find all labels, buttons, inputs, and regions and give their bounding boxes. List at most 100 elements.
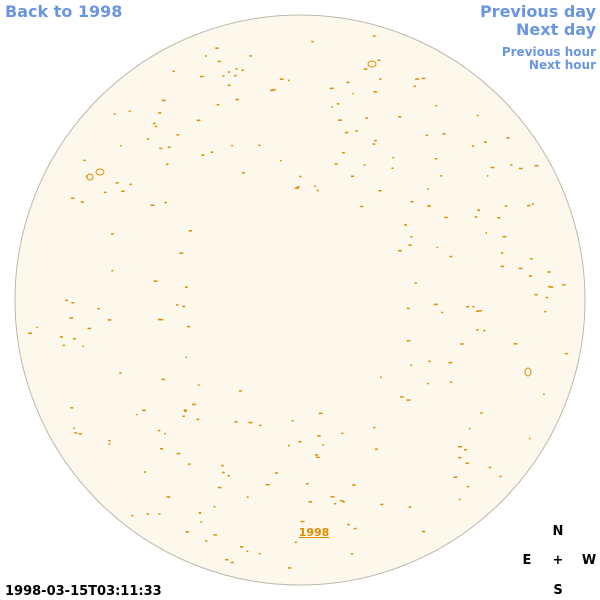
contour-speck — [441, 311, 444, 314]
contour-speck — [258, 144, 261, 147]
contour-speck — [120, 144, 122, 147]
contour-speck — [146, 138, 150, 140]
contour-speck — [548, 285, 551, 288]
contour-speck — [350, 175, 355, 178]
contour-speck — [70, 197, 75, 200]
contour-speck — [336, 103, 340, 105]
contour-speck — [339, 500, 344, 502]
year-link[interactable]: 1998 — [299, 526, 330, 539]
magnetic-features — [28, 35, 568, 569]
contour-speck — [341, 151, 345, 154]
contour-speck — [288, 567, 292, 569]
contour-speck — [82, 345, 85, 348]
contour-speck — [500, 252, 504, 254]
contour-speck — [172, 70, 175, 73]
contour-speck — [346, 81, 350, 84]
contour-speck — [398, 116, 402, 118]
contour-speck — [225, 558, 229, 561]
contour-speck — [531, 203, 534, 205]
contour-speck — [472, 305, 475, 308]
contour-speck — [222, 75, 225, 77]
back-link[interactable]: Back to 1998 — [5, 2, 122, 21]
contour-speck — [392, 156, 395, 159]
contour-speck — [154, 125, 158, 128]
contour-speck — [322, 444, 325, 446]
contour-speck — [444, 216, 448, 219]
previous-hour-link[interactable]: Previous hour — [502, 45, 596, 59]
contour-speck — [197, 384, 200, 386]
contour-speck — [270, 89, 274, 92]
contour-speck — [150, 204, 155, 207]
contour-speck — [83, 159, 86, 162]
contour-speck — [159, 147, 163, 150]
contour-speck — [158, 112, 162, 114]
contour-speck — [128, 110, 131, 113]
contour-speck — [363, 164, 366, 166]
contour-speck — [107, 319, 112, 321]
contour-speck — [427, 188, 429, 190]
contour-speck — [488, 466, 492, 469]
contour-speck — [316, 456, 320, 459]
contour-speck — [265, 483, 270, 486]
contour-speck — [414, 282, 417, 284]
contour-speck — [74, 432, 78, 434]
contour-speck — [330, 496, 335, 498]
contour-speck — [534, 293, 538, 296]
contour-speck — [338, 119, 342, 121]
contour-speck — [425, 134, 428, 137]
contour-speck — [294, 541, 297, 544]
contour-speck — [478, 310, 483, 312]
contour-speck — [176, 452, 181, 455]
contour-speck — [274, 472, 278, 474]
contour-speck — [433, 303, 438, 306]
contour-speck — [308, 501, 313, 503]
contour-speck — [161, 378, 166, 381]
contour-speck — [184, 286, 188, 288]
contour-speck — [187, 463, 191, 465]
contour-speck — [427, 382, 429, 385]
contour-loop — [86, 173, 94, 181]
contour-speck — [449, 255, 453, 258]
contour-speck — [288, 444, 290, 447]
contour-speck — [476, 310, 479, 312]
contour-speck — [374, 448, 378, 450]
contour-speck — [300, 520, 305, 523]
contour-speck — [306, 482, 309, 485]
compass-south: S — [553, 583, 562, 598]
previous-day-link[interactable]: Previous day — [480, 2, 597, 21]
contour-speck — [421, 77, 426, 80]
contour-speck — [410, 200, 414, 203]
contour-speck — [164, 201, 168, 204]
next-day-link[interactable]: Next day — [516, 20, 597, 39]
contour-speck — [231, 144, 234, 147]
contour-speck — [234, 421, 238, 423]
contour-speck — [97, 307, 100, 310]
contour-speck — [490, 166, 495, 169]
contour-speck — [36, 326, 38, 329]
next-hour-link[interactable]: Next hour — [529, 58, 596, 72]
contour-speck — [227, 475, 231, 477]
contour-speck — [457, 445, 462, 448]
contour-speck — [246, 496, 249, 498]
contour-speck — [187, 325, 191, 328]
contour-loop — [95, 168, 105, 176]
contour-speck — [103, 191, 107, 194]
contour-speck — [458, 456, 462, 459]
contour-speck — [448, 361, 453, 364]
contour-speck — [442, 133, 446, 135]
contour-speck — [153, 280, 158, 282]
contour-speck — [299, 175, 302, 178]
contour-speck — [108, 443, 111, 445]
contour-speck — [200, 521, 203, 523]
contour-speck — [65, 299, 68, 302]
contour-speck — [258, 552, 261, 555]
contour-speck — [474, 216, 478, 218]
contour-speck — [248, 421, 253, 424]
contour-speck — [562, 284, 566, 286]
contour-speck — [192, 403, 196, 406]
contour-speck — [80, 201, 84, 203]
contour-speck — [497, 216, 501, 219]
contour-speck — [391, 167, 394, 169]
contour-speck — [296, 186, 300, 188]
